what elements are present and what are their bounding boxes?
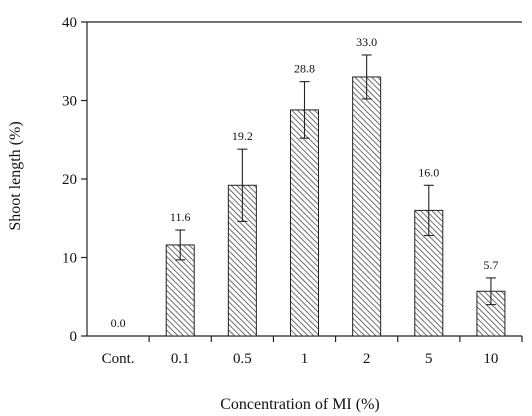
y-tick-label: 20 <box>62 172 77 188</box>
error-bar <box>423 184 434 237</box>
y-tick-label: 30 <box>62 94 77 110</box>
error-bar <box>361 54 372 100</box>
data-label: 33.0 <box>356 35 377 49</box>
y-tick-label: 10 <box>62 251 77 267</box>
data-label: 0.0 <box>111 316 126 330</box>
data-label: 5.7 <box>483 258 498 272</box>
bar-1 <box>290 109 319 337</box>
bars <box>165 76 506 337</box>
x-tick-label: 5 <box>425 351 433 367</box>
error-bar <box>237 148 248 222</box>
bar-10 <box>476 290 506 337</box>
x-tick-label: 0.1 <box>171 351 190 367</box>
error-bar <box>485 277 496 306</box>
data-label: 19.2 <box>232 129 253 143</box>
x-tick-label: 0.5 <box>233 351 252 367</box>
error-bar <box>175 229 186 261</box>
data-label: 16.0 <box>418 165 439 179</box>
x-tick-label: 2 <box>363 351 371 367</box>
bar-2 <box>352 76 382 337</box>
x-axis-ticks: Cont. 0.1 0.5 1 2 5 10 <box>102 336 523 367</box>
x-tick-label: 1 <box>301 351 309 367</box>
y-axis-title: Shoot length (%) <box>7 121 24 230</box>
y-tick-label: 0 <box>70 329 78 345</box>
data-label: 11.6 <box>170 210 191 224</box>
error-bars <box>175 54 496 306</box>
x-tick-label: Cont. <box>102 351 135 367</box>
y-axis-ticks: 0 10 20 30 40 <box>62 15 87 345</box>
data-labels: 0.0 11.6 19.2 28.8 33.0 16.0 5.7 <box>111 35 499 330</box>
x-axis-title: Concentration of MI (%) <box>220 396 380 413</box>
error-bar <box>299 81 310 139</box>
x-tick-label: 10 <box>483 351 498 367</box>
y-tick-label: 40 <box>62 15 77 31</box>
data-label: 28.8 <box>294 62 315 76</box>
